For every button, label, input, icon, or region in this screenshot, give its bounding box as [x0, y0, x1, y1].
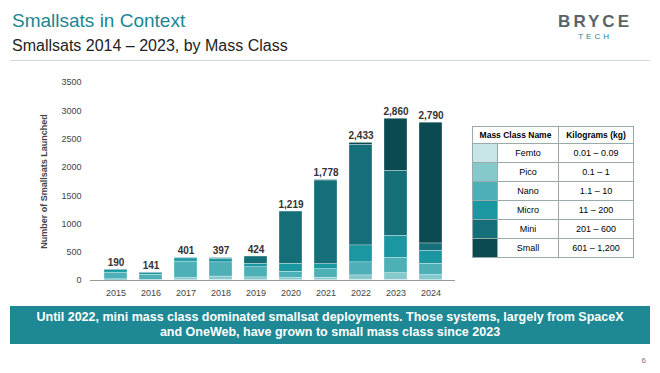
svg-text:2500: 2500 — [61, 134, 81, 144]
html-text:6: 6 — [641, 356, 646, 365]
svg-text:2018: 2018 — [211, 288, 231, 298]
svg-text:2020: 2020 — [281, 288, 301, 298]
html-text:Pico: Pico — [519, 167, 537, 177]
html-text:201 – 600: 201 – 600 — [576, 224, 616, 234]
html-text:Nano: Nano — [517, 186, 539, 196]
html-text:Until 2022, mini mass class do: Until 2022, mini mass class dominated sm… — [36, 310, 624, 339]
svg-text:2017: 2017 — [176, 288, 196, 298]
html-text:Mass Class Name: Mass Class Name — [479, 130, 552, 140]
html-text:11 – 200: 11 – 200 — [578, 205, 614, 215]
svg-text:500: 500 — [66, 247, 81, 257]
html-text:TECH: TECH — [578, 32, 612, 41]
svg-text:1000: 1000 — [61, 219, 81, 229]
html-text:Small: Small — [516, 243, 540, 253]
svg-text:190: 190 — [108, 257, 125, 268]
svg-text:2021: 2021 — [316, 288, 336, 298]
html-text:Mini: Mini — [519, 224, 537, 234]
html-text:Micro: Micro — [517, 205, 539, 215]
svg-text:1,778: 1,778 — [313, 167, 338, 178]
html-text:1.1 – 10: 1.1 – 10 — [579, 186, 613, 196]
html-text:BRYCE: BRYCE — [558, 12, 632, 31]
html-text:Kilograms (kg): Kilograms (kg) — [566, 130, 626, 140]
html-text:0.1 – 1: 0.1 – 1 — [582, 167, 610, 177]
svg-text:1,219: 1,219 — [278, 199, 303, 210]
svg-text:1500: 1500 — [61, 191, 81, 201]
html-text:0.01 – 0.09: 0.01 – 0.09 — [573, 148, 619, 158]
svg-text:2019: 2019 — [246, 288, 266, 298]
svg-text:424: 424 — [248, 244, 265, 255]
html-text:601 – 1,200: 601 – 1,200 — [572, 243, 620, 253]
svg-text:2000: 2000 — [61, 162, 81, 172]
svg-text:2023: 2023 — [386, 288, 406, 298]
svg-text:0: 0 — [76, 275, 81, 285]
svg-text:2,790: 2,790 — [418, 110, 443, 121]
svg-text:2022: 2022 — [351, 288, 371, 298]
svg-text:2024: 2024 — [421, 288, 441, 298]
svg-text:397: 397 — [213, 245, 230, 256]
svg-text:141: 141 — [143, 260, 160, 271]
svg-text:2016: 2016 — [141, 288, 161, 298]
svg-text:3000: 3000 — [61, 106, 81, 116]
html-text:Femto: Femto — [515, 148, 541, 158]
svg-text:2,860: 2,860 — [383, 106, 408, 117]
svg-text:2015: 2015 — [106, 288, 126, 298]
html-text:Smallsats 2014 – 2023, by Mass: Smallsats 2014 – 2023, by Mass Class — [12, 37, 288, 54]
svg-text:3500: 3500 — [61, 77, 81, 87]
svg-text:2,433: 2,433 — [348, 130, 373, 141]
svg-text:401: 401 — [178, 245, 195, 256]
svg-text:Number of Smallsats Launched: Number of Smallsats Launched — [39, 114, 49, 249]
html-text:Smallsats in Context: Smallsats in Context — [12, 10, 186, 31]
